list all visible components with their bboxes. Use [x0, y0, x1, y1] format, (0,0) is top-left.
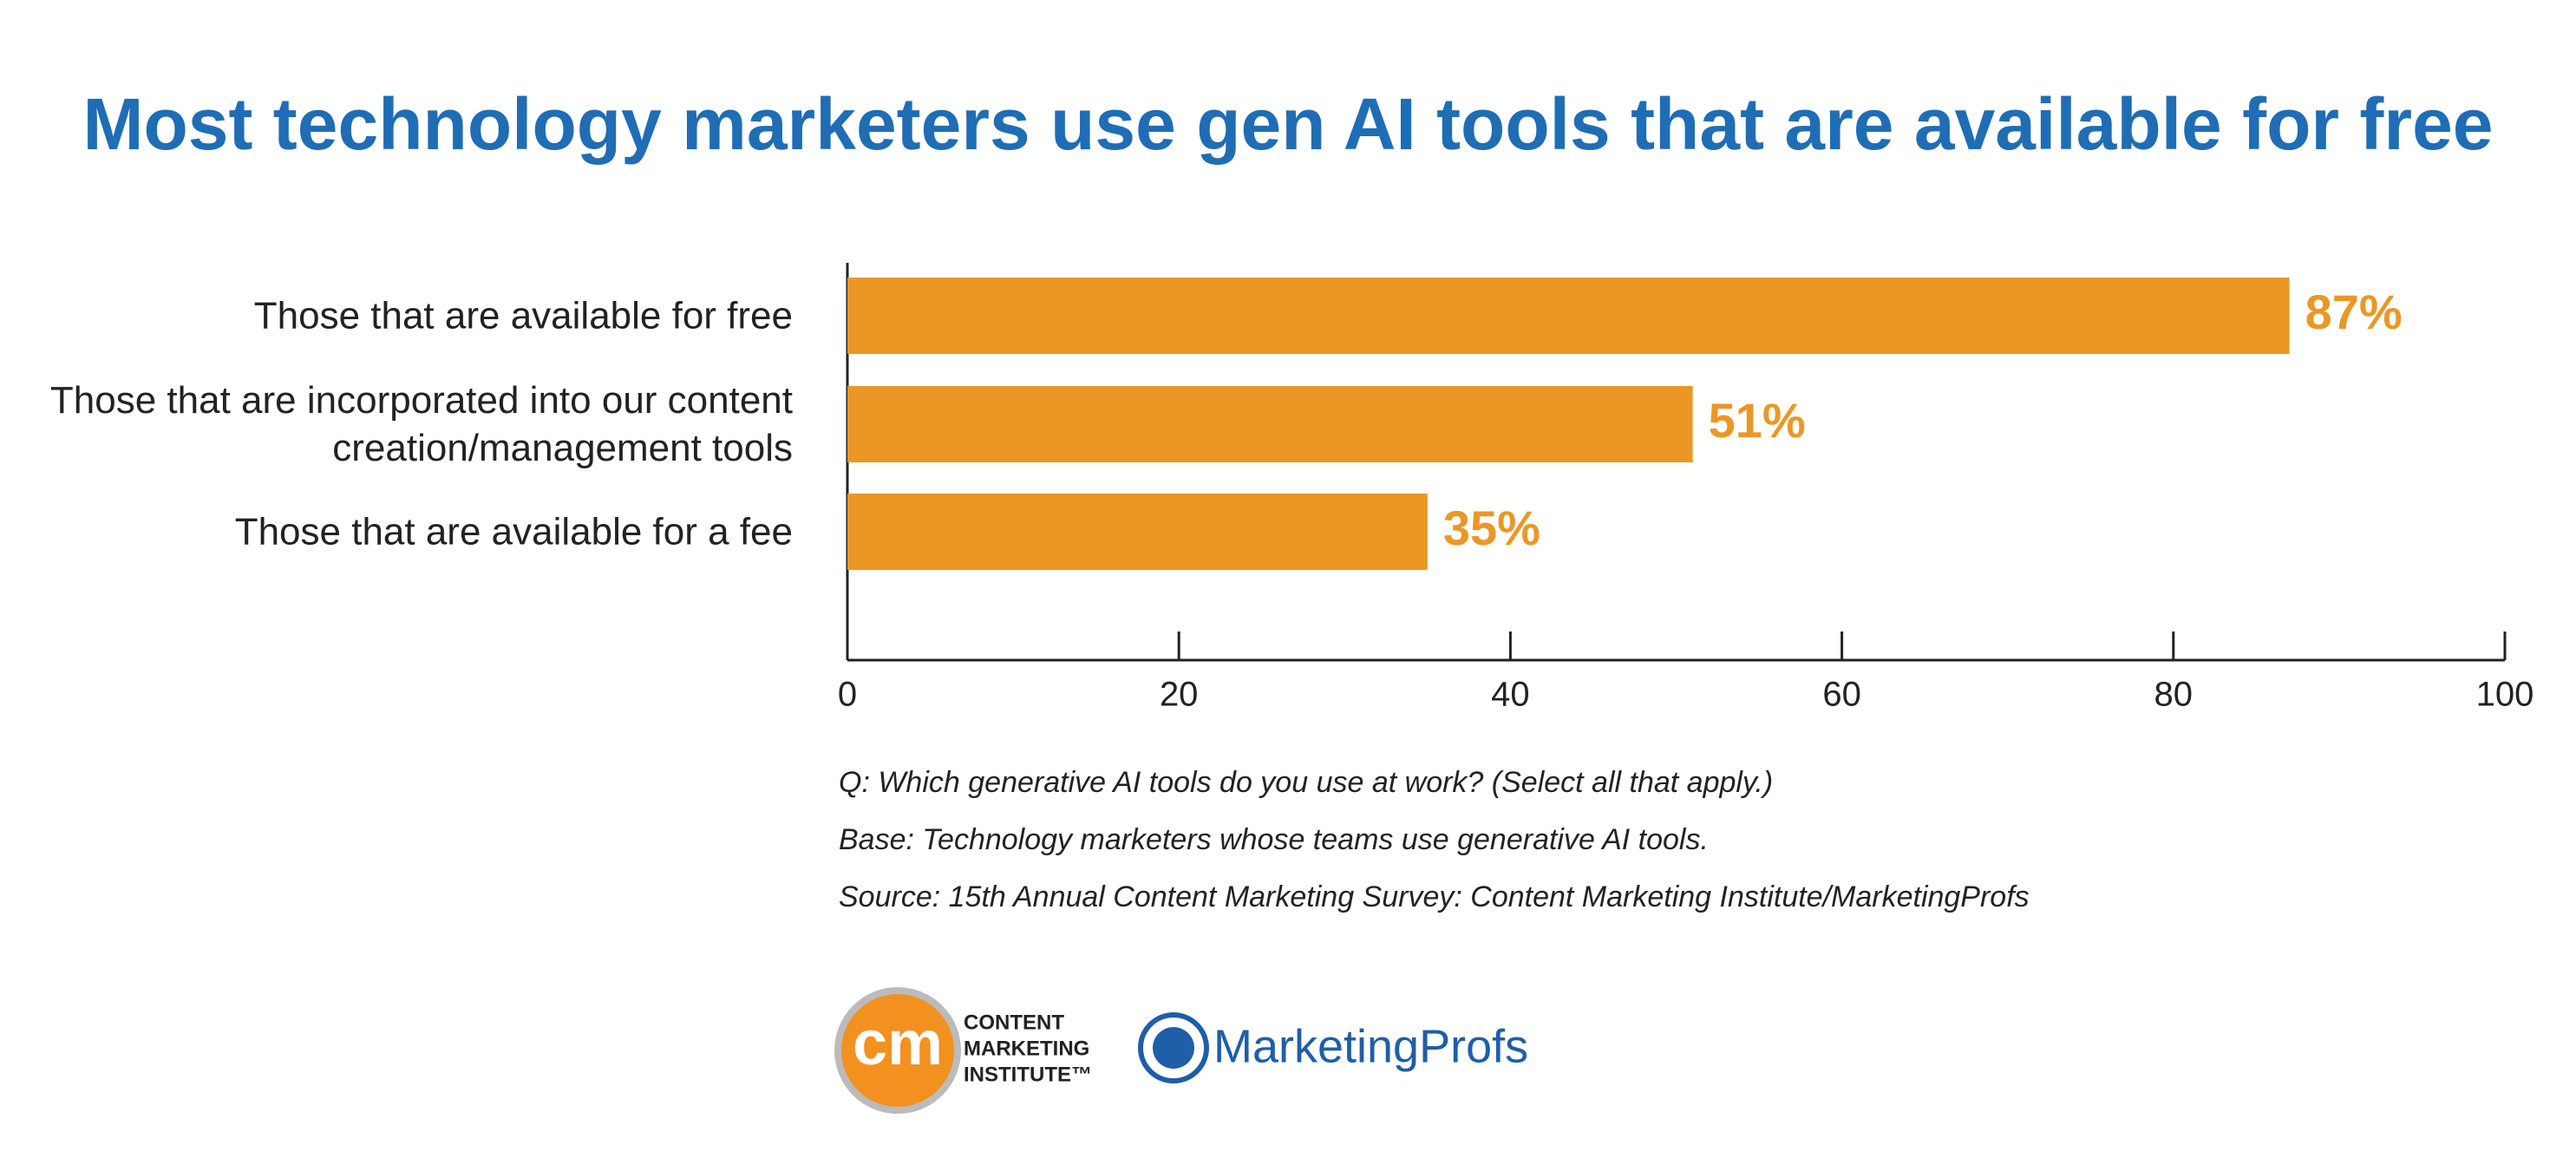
cmi-text: INSTITUTE™	[964, 1063, 1092, 1086]
marketingprofs-logo: MarketingProfs	[1138, 1012, 1528, 1083]
value-label: 87%	[2305, 285, 2403, 339]
x-tick-label: 60	[1822, 676, 1861, 714]
mp-bird	[1153, 1027, 1194, 1069]
bar	[847, 278, 2290, 354]
x-tick-label: 0	[838, 676, 857, 714]
bar	[847, 386, 1693, 462]
category-label: Those that are available for free	[253, 294, 793, 337]
bar	[847, 494, 1428, 570]
mp-text: MarketingProfs	[1213, 1020, 1528, 1072]
category-label: Those that are incorporated into our con…	[49, 379, 793, 469]
note: Base: Technology marketers whose teams u…	[839, 823, 1709, 856]
cmi-logo: cm CONTENT MARKETING INSTITUTE™	[834, 987, 1092, 1114]
cmi-text: MARKETING	[964, 1037, 1089, 1060]
value-label: 51%	[1709, 393, 1806, 448]
value-label: 35%	[1443, 501, 1540, 555]
x-tick-label: 40	[1491, 676, 1530, 714]
chart-title: Most technology marketers use gen AI too…	[82, 83, 2493, 165]
cmi-mark: cm	[853, 1009, 943, 1078]
x-tick-label: 20	[1160, 676, 1199, 714]
note: Source: 15th Annual Content Marketing Su…	[839, 880, 2030, 913]
x-tick-label: 100	[2476, 676, 2534, 714]
cmi-text: CONTENT	[964, 1011, 1064, 1034]
cmi-circle	[834, 987, 961, 1114]
x-tick-label: 80	[2154, 676, 2194, 714]
note: Q: Which generative AI tools do you use …	[839, 766, 1773, 799]
category-label: Those that are available for a fee	[234, 510, 793, 553]
